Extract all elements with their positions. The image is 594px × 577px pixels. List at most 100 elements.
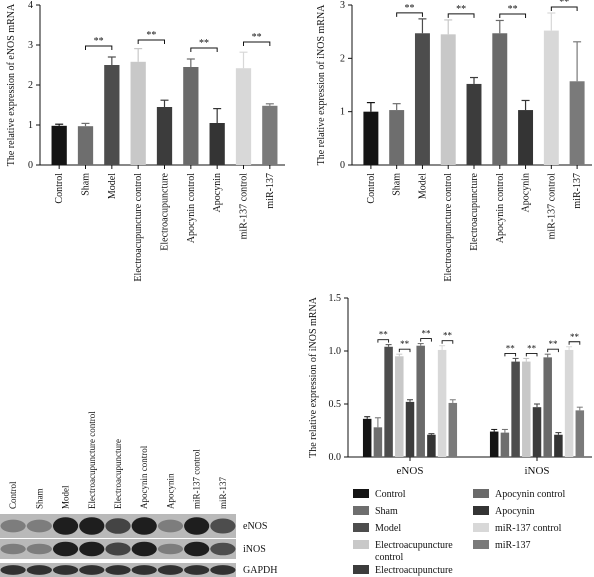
significance-bracket: [499, 13, 527, 18]
significance-bracket: [190, 47, 218, 52]
bar: [543, 357, 552, 457]
legend-item: Sham: [353, 506, 398, 517]
significance-bracket: [441, 340, 454, 344]
blot-band: [26, 565, 52, 575]
legend: Control Sham Model Electroacupuncture contro…: [353, 489, 565, 576]
legend-label: Electroacupuncture control: [375, 540, 453, 563]
significance-label: **: [527, 343, 537, 353]
bar: [569, 81, 585, 165]
blot-band: [157, 519, 184, 533]
significance-bracket: [243, 41, 271, 46]
bar: [262, 105, 278, 165]
bar: [543, 30, 559, 165]
bar: [235, 68, 252, 165]
bar: [532, 407, 542, 457]
bar: [395, 356, 404, 457]
y-tick-label: 2: [28, 80, 33, 91]
legend-label: miR-137: [495, 540, 531, 551]
blot-band: [79, 541, 105, 557]
x-tick-label: Electroacupuncture: [160, 172, 171, 250]
x-tick-label: Control: [366, 173, 377, 204]
y-tick-label: 0.0: [329, 452, 342, 463]
legend-swatch: [353, 523, 369, 532]
bar: [405, 401, 415, 457]
y-tick-label: 0.5: [329, 399, 342, 410]
x-tick-label: Control: [54, 173, 65, 204]
legend-item: miR-137 control: [473, 523, 562, 534]
significance-label: **: [400, 339, 410, 349]
x-tick-label: Electroacupuncture: [469, 172, 480, 250]
chart-d: 0.0 0.5 1.0 1.5 The relative expression of i…: [308, 293, 592, 576]
significance-label: **: [508, 4, 518, 15]
bar: [466, 83, 482, 165]
bar: [363, 111, 379, 165]
bar: [130, 61, 146, 165]
significance-label: **: [94, 36, 104, 47]
y-tick-label: 3: [28, 40, 33, 51]
blot-band: [184, 541, 210, 557]
legend-swatch: [353, 489, 369, 498]
bar: [362, 418, 372, 457]
bar: [448, 402, 458, 457]
significance-bracket: [420, 338, 432, 342]
bar: [575, 410, 585, 457]
legend-swatch: [353, 506, 369, 515]
blot-band: [52, 541, 79, 557]
significance-bracket: [377, 339, 390, 343]
bar: [427, 434, 436, 457]
legend-label: Control: [375, 489, 406, 500]
blot-band: [52, 565, 79, 575]
significance-label: **: [549, 339, 559, 349]
legend-item: Control: [353, 489, 406, 500]
x-tick-label: Model: [417, 173, 428, 199]
legend-item: Electroacupuncture control: [353, 540, 453, 563]
bar: [437, 349, 447, 457]
bar: [104, 65, 120, 165]
y-tick-label: 1.5: [329, 293, 342, 304]
blot-band: [184, 565, 210, 575]
legend-item: miR-137: [473, 540, 531, 551]
bar: [500, 432, 510, 457]
significance-bracket: [550, 6, 578, 11]
legend-swatch: [473, 540, 489, 549]
lane-label: Apocynin control: [139, 445, 149, 509]
blot-row-gapdh: GAPDH: [0, 563, 277, 577]
x-tick-label: Model: [107, 173, 118, 199]
significance-bracket: [547, 348, 559, 353]
blot-band: [79, 565, 105, 575]
x-tick-label: Apocynin control: [186, 173, 197, 243]
lane-label: Electroacupuncture control: [87, 411, 97, 509]
x-tick-label: miR-137: [265, 173, 276, 209]
bar: [554, 434, 563, 457]
bar: [373, 427, 383, 457]
lane-label: Control: [8, 481, 18, 509]
blot-band: [79, 517, 105, 535]
y-axis-label: The relative expression of iNOS mRNA: [308, 296, 319, 458]
x-tick-label: Apocynin control: [495, 173, 506, 243]
y-tick-label: 3: [340, 0, 345, 11]
x-tick-label: miR-137 control: [239, 173, 250, 240]
legend-swatch: [473, 506, 489, 515]
blot-band: [0, 543, 26, 555]
significance-bracket: [137, 39, 165, 44]
significance-bracket: [85, 45, 113, 50]
y-axis-label: The relative expression of eNOS mRNA: [6, 3, 17, 166]
significance-label: **: [146, 30, 156, 41]
western-blot: Control Sham Model Electroacupuncture contr…: [0, 411, 277, 577]
legend-label: Apocynin control: [495, 489, 565, 500]
lane-label: miR-137: [218, 476, 228, 509]
significance-bracket: [525, 352, 538, 357]
bar: [492, 33, 508, 166]
bar: [440, 34, 456, 166]
legend-label: Sham: [375, 506, 398, 517]
legend-label: miR-137 control: [495, 523, 562, 534]
legend-item: Electroacupuncture: [353, 565, 453, 576]
x-tick-label: Electroacupuncture control: [133, 173, 144, 282]
blot-row-label: GAPDH: [243, 565, 277, 576]
y-tick-label: 4: [28, 0, 33, 11]
lane-label: Apocynin: [165, 473, 175, 509]
bar: [77, 126, 94, 165]
x-tick-label: Apocynin: [212, 173, 223, 212]
legend-swatch: [473, 489, 489, 498]
